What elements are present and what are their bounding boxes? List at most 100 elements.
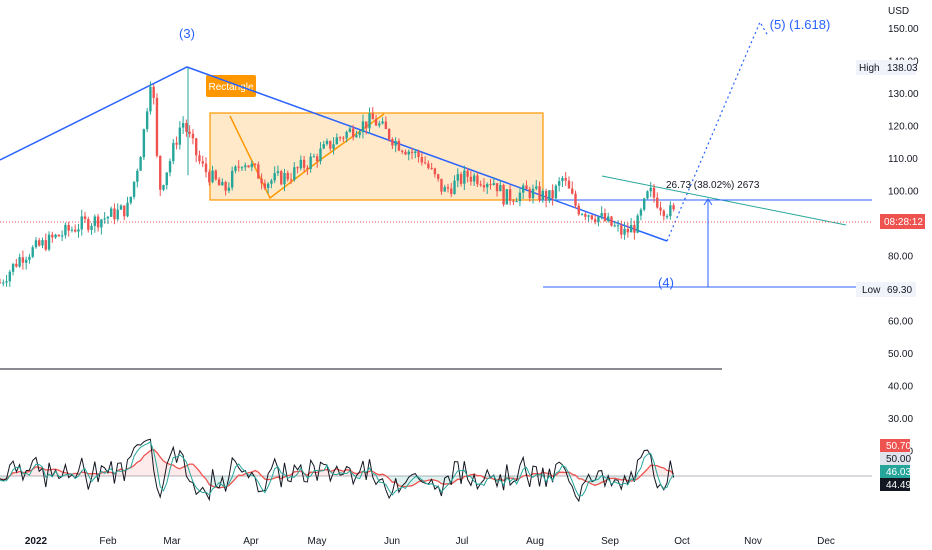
candle-body <box>2 282 5 284</box>
candle-body <box>345 131 348 139</box>
candle-body <box>450 188 453 195</box>
candle-body <box>472 175 476 182</box>
candle-body <box>479 184 482 186</box>
candle-body <box>15 263 18 267</box>
candle-body <box>365 121 368 129</box>
candle-body <box>77 229 80 232</box>
candle-body <box>21 257 25 263</box>
candle-body <box>355 135 358 138</box>
y-tick-label: 50.00 <box>888 349 913 360</box>
candle-body <box>410 151 414 153</box>
candle-body <box>247 165 250 168</box>
wave4-label[interactable]: (4) <box>658 275 674 290</box>
candle-body <box>106 216 110 219</box>
candle-body <box>561 177 564 182</box>
candle-body <box>646 191 649 199</box>
candle-body <box>204 163 208 173</box>
elliott-wave-line[interactable] <box>0 66 668 242</box>
wave3-label[interactable]: (3) <box>179 26 195 41</box>
candle-body <box>38 240 41 246</box>
y-tick-label: 100.00 <box>888 187 919 198</box>
current-price-value: 08:28:12 <box>884 217 923 228</box>
candle-body <box>397 140 401 151</box>
x-axis[interactable]: 2022 Feb Mar Apr May Jun Jul Aug Sep Oct Nov Dec <box>25 536 835 547</box>
rectangle-drawing[interactable] <box>209 112 544 201</box>
rectangle-tag[interactable] <box>206 75 256 97</box>
candle-body <box>368 113 371 129</box>
candle-body <box>273 173 276 181</box>
candle-body <box>302 159 306 168</box>
candle-body <box>250 163 253 168</box>
x-tick-label: Sep <box>601 536 619 547</box>
candle-body <box>263 183 267 189</box>
x-tick-label: Jun <box>384 536 400 547</box>
candle-body <box>70 229 74 231</box>
candle-body <box>244 165 247 168</box>
candle-body <box>155 97 159 156</box>
candle-body <box>208 172 211 183</box>
candle-body <box>332 144 335 149</box>
candle-body <box>384 121 388 129</box>
y-tick-label: 110.00 <box>888 154 918 165</box>
candle-body <box>502 184 505 205</box>
candle-body <box>234 166 237 171</box>
candle-body <box>315 156 319 162</box>
candle-body <box>649 187 652 192</box>
current-price-tag <box>880 214 925 229</box>
candle-body <box>83 216 87 220</box>
candle-body <box>525 185 528 190</box>
candle-body <box>443 187 446 192</box>
candle-body <box>175 142 178 145</box>
candle-body <box>541 190 545 201</box>
candle-body <box>270 180 273 184</box>
candle-body <box>309 156 312 169</box>
candle-body <box>214 170 218 180</box>
candle-body <box>587 215 590 217</box>
candle-body <box>495 183 499 192</box>
candle-body <box>351 128 355 138</box>
candle-body <box>662 210 666 217</box>
candle-body <box>293 167 296 180</box>
rsi-ma-value: 50.70 <box>886 441 911 452</box>
wave5-label[interactable]: (5) (1.618) <box>770 17 831 32</box>
high-label-box <box>856 60 916 75</box>
candle-body <box>414 151 417 153</box>
candle-body <box>286 173 289 180</box>
candle-body <box>482 185 486 188</box>
rsi-tag <box>880 465 910 478</box>
candle-body <box>31 247 34 257</box>
candle-body <box>665 216 669 218</box>
candle-body <box>469 176 473 182</box>
candle-body <box>253 163 257 165</box>
candle-body <box>132 181 136 197</box>
candle-body <box>427 163 430 168</box>
candle-body <box>423 162 427 164</box>
candle-body <box>312 156 316 158</box>
rsi-smooth-value: 44.49 <box>886 480 911 491</box>
candle-body <box>87 219 90 230</box>
candle-body <box>557 181 561 186</box>
candle-body <box>463 170 466 184</box>
candle-body <box>57 234 61 237</box>
candle-body <box>28 256 31 260</box>
candle-body <box>535 186 538 189</box>
low-label-box <box>856 282 916 297</box>
candle-body <box>466 170 469 177</box>
candle-body <box>610 216 613 226</box>
y-tick-label: 120.00 <box>888 122 919 133</box>
candle-body <box>522 185 525 193</box>
candle-body <box>642 198 646 210</box>
x-tick-label: Apr <box>243 536 259 547</box>
low-label: Low <box>862 285 881 296</box>
candle-body <box>567 180 571 189</box>
candle-body <box>361 121 365 133</box>
y-tick-label: 130.00 <box>888 89 919 100</box>
x-tick-label: May <box>308 536 327 547</box>
candle-body <box>436 174 440 179</box>
candle-body <box>266 183 270 189</box>
candle-body <box>224 182 227 191</box>
candle-body <box>440 178 443 192</box>
rsi-ma-tag <box>880 439 910 452</box>
candle-body <box>401 150 404 152</box>
